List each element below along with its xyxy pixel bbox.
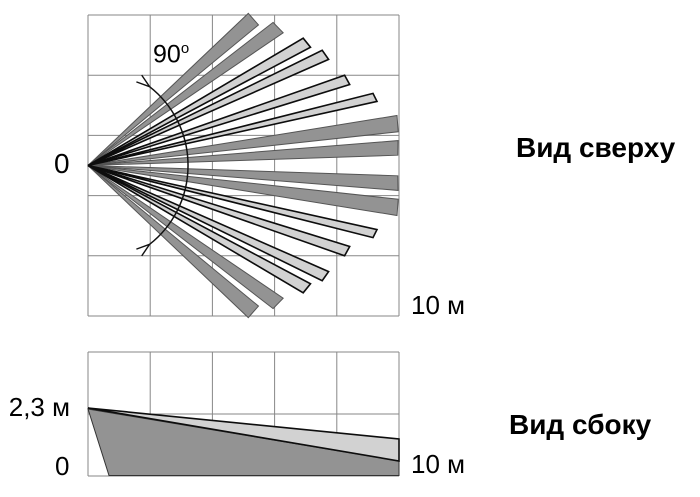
dark-detection-beam	[87, 12, 260, 166]
side-view-title: Вид сбоку	[509, 409, 652, 440]
dark-detection-beam	[87, 165, 260, 319]
dark-detection-beam	[87, 165, 399, 191]
arc-arrowhead	[136, 81, 150, 88]
angle-arc	[149, 86, 189, 245]
side-view-zero-label: 0	[55, 451, 70, 481]
dark-detection-beam	[87, 21, 284, 166]
top-view-diagram	[87, 12, 400, 319]
dark-detection-beam	[87, 140, 399, 166]
arc-arrowhead	[141, 243, 151, 257]
light-detection-beam	[87, 164, 379, 239]
light-detection-beam	[87, 37, 312, 167]
side-view-height-label: 2,3 м	[8, 392, 70, 422]
top-view-origin-label: 0	[54, 148, 70, 179]
angle-label: 90o	[153, 41, 189, 68]
dark-detection-beam	[87, 165, 399, 217]
light-detection-beam	[87, 92, 379, 167]
arc-arrowhead	[136, 243, 150, 250]
light-detection-beam	[87, 49, 330, 167]
top-view-range-label: 10 м	[411, 290, 466, 320]
light-detection-beam	[87, 164, 351, 257]
light-detection-beam	[87, 74, 351, 167]
side-view-diagram	[87, 351, 400, 477]
angle-degree-mark: o	[180, 40, 190, 57]
dark-detection-beam	[87, 114, 399, 166]
light-detection-beam	[87, 164, 330, 282]
light-coverage-wedge	[87, 407, 400, 462]
arc-arrowhead	[141, 74, 151, 88]
angle-value: 90	[153, 40, 181, 69]
dark-detection-beam	[87, 165, 284, 310]
side-view-range-label: 10 м	[411, 449, 466, 479]
light-detection-beam	[87, 164, 312, 294]
top-view-title: Вид сверху	[516, 132, 676, 163]
